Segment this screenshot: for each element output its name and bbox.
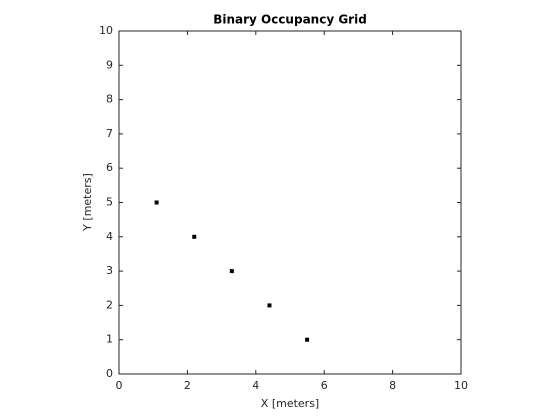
y-tick-label: 4	[106, 230, 113, 243]
chart-title: Binary Occupancy Grid	[213, 13, 367, 27]
occupied-cell	[267, 303, 272, 308]
occupied-cell	[192, 234, 197, 239]
y-tick-label: 6	[106, 161, 113, 174]
x-tick-label: 6	[321, 379, 328, 392]
x-tick-label: 8	[389, 379, 396, 392]
x-tick-label: 0	[116, 379, 123, 392]
occupied-cell	[154, 200, 159, 205]
y-tick-label: 2	[106, 298, 113, 311]
y-tick-label: 1	[106, 333, 113, 346]
occupied-cell	[229, 269, 234, 274]
x-tick-label: 2	[184, 379, 191, 392]
y-tick-label: 7	[106, 127, 113, 140]
x-tick-label: 10	[454, 379, 468, 392]
x-tick-label: 4	[252, 379, 259, 392]
x-axis-label: X [meters]	[261, 397, 319, 410]
y-tick-label: 10	[99, 24, 113, 37]
y-tick-label: 3	[106, 264, 113, 277]
y-axis-label: Y [meters]	[81, 173, 94, 232]
y-tick-label: 0	[106, 367, 113, 380]
axes-box	[118, 30, 462, 375]
y-tick-label: 8	[106, 93, 113, 106]
occupied-cell	[305, 337, 310, 342]
y-tick-label: 9	[106, 58, 113, 71]
y-tick-label: 5	[106, 196, 113, 209]
